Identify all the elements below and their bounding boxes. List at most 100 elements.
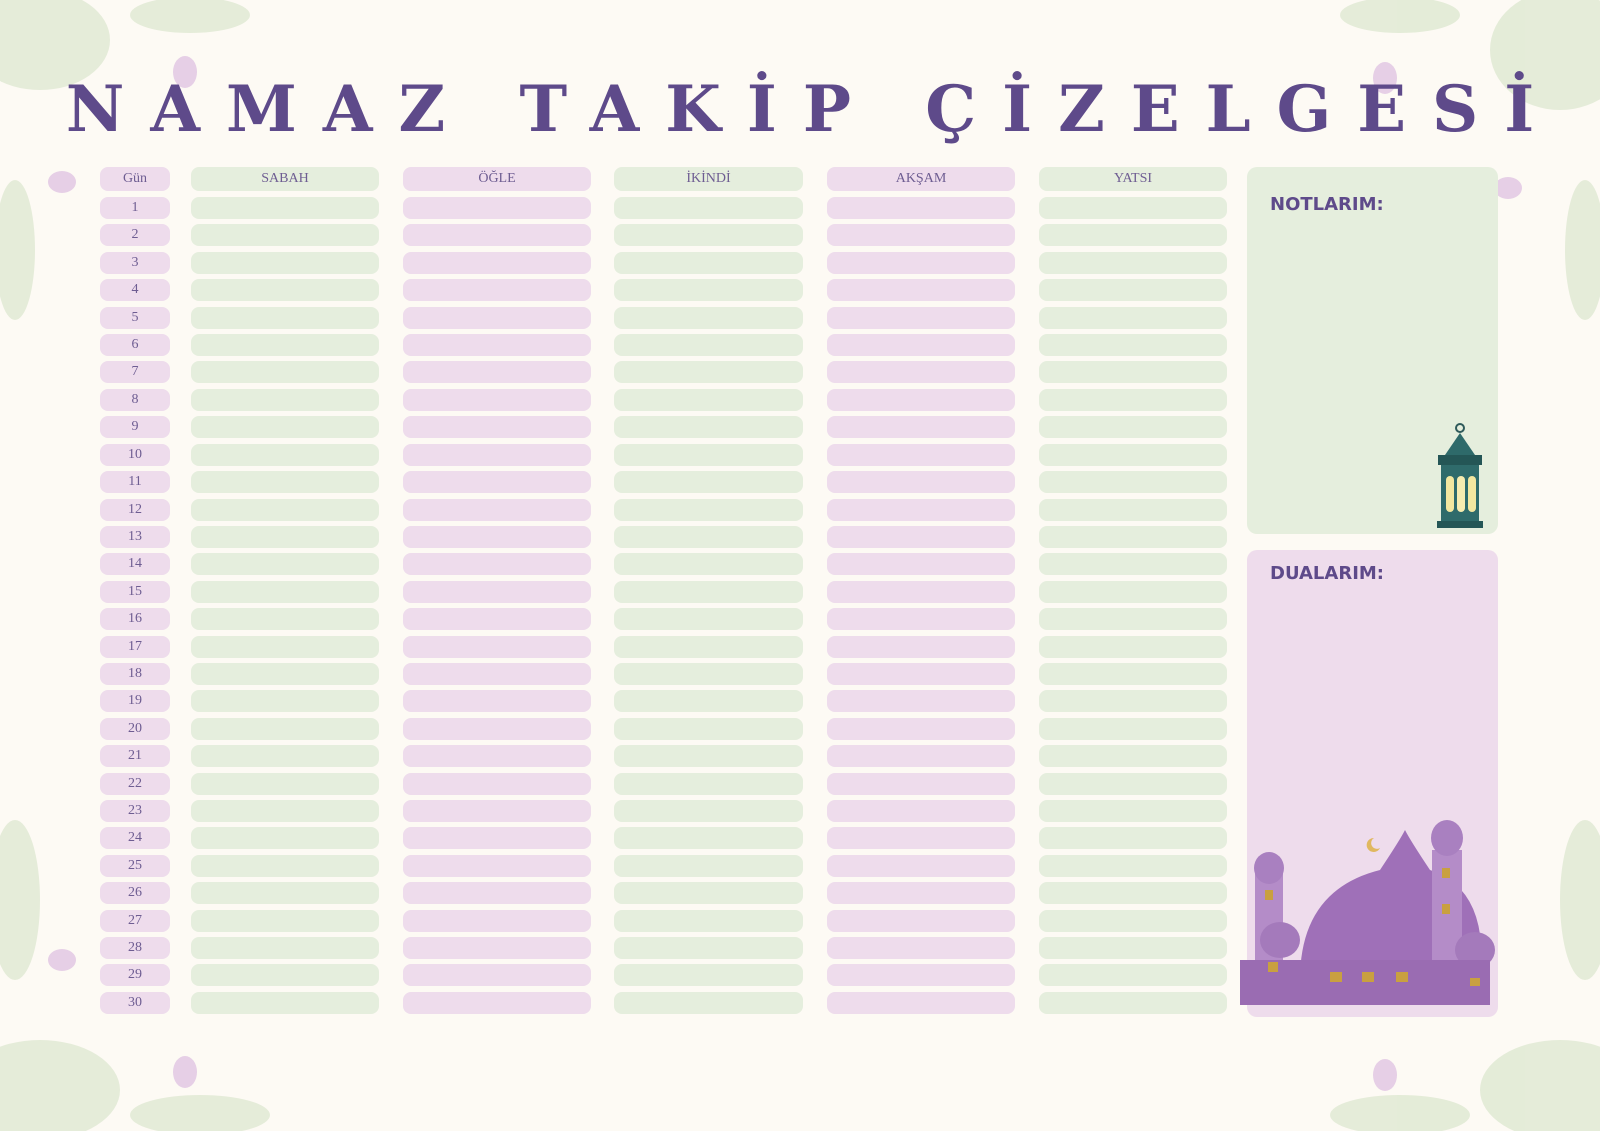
check-cell[interactable]: [827, 882, 1015, 905]
check-cell[interactable]: [191, 991, 379, 1014]
check-cell[interactable]: [403, 745, 591, 768]
check-cell[interactable]: [1039, 498, 1227, 521]
check-cell[interactable]: [1039, 745, 1227, 768]
check-cell[interactable]: [403, 635, 591, 658]
check-cell[interactable]: [1039, 580, 1227, 603]
check-cell[interactable]: [403, 443, 591, 466]
check-cell[interactable]: [191, 690, 379, 713]
check-cell[interactable]: [614, 279, 803, 302]
check-cell[interactable]: [191, 553, 379, 576]
check-cell[interactable]: [614, 937, 803, 960]
check-cell[interactable]: [827, 662, 1015, 685]
check-cell[interactable]: [827, 224, 1015, 247]
check-cell[interactable]: [403, 909, 591, 932]
check-cell[interactable]: [403, 690, 591, 713]
check-cell[interactable]: [403, 306, 591, 329]
check-cell[interactable]: [827, 525, 1015, 548]
check-cell[interactable]: [403, 471, 591, 494]
check-cell[interactable]: [191, 197, 379, 219]
check-cell[interactable]: [614, 827, 803, 850]
check-cell[interactable]: [1039, 800, 1227, 823]
check-cell[interactable]: [827, 306, 1015, 329]
check-cell[interactable]: [1039, 964, 1227, 987]
check-cell[interactable]: [403, 334, 591, 357]
check-cell[interactable]: [191, 937, 379, 960]
check-cell[interactable]: [1039, 772, 1227, 795]
check-cell[interactable]: [403, 717, 591, 740]
check-cell[interactable]: [827, 690, 1015, 713]
check-cell[interactable]: [403, 991, 591, 1014]
check-cell[interactable]: [1039, 279, 1227, 302]
check-cell[interactable]: [614, 882, 803, 905]
check-cell[interactable]: [827, 964, 1015, 987]
check-cell[interactable]: [827, 498, 1015, 521]
check-cell[interactable]: [614, 662, 803, 685]
check-cell[interactable]: [614, 580, 803, 603]
check-cell[interactable]: [403, 608, 591, 631]
check-cell[interactable]: [1039, 717, 1227, 740]
check-cell[interactable]: [191, 388, 379, 411]
check-cell[interactable]: [827, 854, 1015, 877]
check-cell[interactable]: [614, 388, 803, 411]
check-cell[interactable]: [1039, 197, 1227, 219]
check-cell[interactable]: [191, 334, 379, 357]
check-cell[interactable]: [191, 717, 379, 740]
check-cell[interactable]: [191, 635, 379, 658]
check-cell[interactable]: [614, 745, 803, 768]
check-cell[interactable]: [1039, 361, 1227, 384]
check-cell[interactable]: [403, 361, 591, 384]
check-cell[interactable]: [1039, 471, 1227, 494]
check-cell[interactable]: [403, 772, 591, 795]
check-cell[interactable]: [1039, 416, 1227, 439]
check-cell[interactable]: [827, 991, 1015, 1014]
check-cell[interactable]: [614, 334, 803, 357]
check-cell[interactable]: [191, 882, 379, 905]
check-cell[interactable]: [614, 991, 803, 1014]
check-cell[interactable]: [403, 279, 591, 302]
check-cell[interactable]: [403, 416, 591, 439]
check-cell[interactable]: [614, 197, 803, 219]
check-cell[interactable]: [191, 772, 379, 795]
check-cell[interactable]: [614, 525, 803, 548]
check-cell[interactable]: [827, 608, 1015, 631]
check-cell[interactable]: [827, 745, 1015, 768]
check-cell[interactable]: [614, 854, 803, 877]
check-cell[interactable]: [827, 772, 1015, 795]
check-cell[interactable]: [1039, 334, 1227, 357]
check-cell[interactable]: [614, 909, 803, 932]
check-cell[interactable]: [827, 388, 1015, 411]
check-cell[interactable]: [1039, 690, 1227, 713]
check-cell[interactable]: [614, 772, 803, 795]
check-cell[interactable]: [614, 498, 803, 521]
check-cell[interactable]: [827, 635, 1015, 658]
check-cell[interactable]: [1039, 937, 1227, 960]
check-cell[interactable]: [827, 580, 1015, 603]
check-cell[interactable]: [614, 471, 803, 494]
check-cell[interactable]: [827, 361, 1015, 384]
check-cell[interactable]: [403, 580, 591, 603]
check-cell[interactable]: [827, 827, 1015, 850]
check-cell[interactable]: [191, 443, 379, 466]
check-cell[interactable]: [403, 251, 591, 274]
check-cell[interactable]: [614, 443, 803, 466]
check-cell[interactable]: [403, 388, 591, 411]
check-cell[interactable]: [191, 361, 379, 384]
check-cell[interactable]: [403, 964, 591, 987]
check-cell[interactable]: [1039, 553, 1227, 576]
check-cell[interactable]: [827, 443, 1015, 466]
check-cell[interactable]: [191, 498, 379, 521]
check-cell[interactable]: [614, 800, 803, 823]
check-cell[interactable]: [614, 635, 803, 658]
check-cell[interactable]: [403, 662, 591, 685]
check-cell[interactable]: [614, 224, 803, 247]
check-cell[interactable]: [191, 827, 379, 850]
check-cell[interactable]: [1039, 635, 1227, 658]
check-cell[interactable]: [827, 416, 1015, 439]
check-cell[interactable]: [403, 553, 591, 576]
check-cell[interactable]: [1039, 306, 1227, 329]
check-cell[interactable]: [191, 608, 379, 631]
check-cell[interactable]: [827, 717, 1015, 740]
check-cell[interactable]: [1039, 662, 1227, 685]
check-cell[interactable]: [403, 498, 591, 521]
check-cell[interactable]: [191, 800, 379, 823]
